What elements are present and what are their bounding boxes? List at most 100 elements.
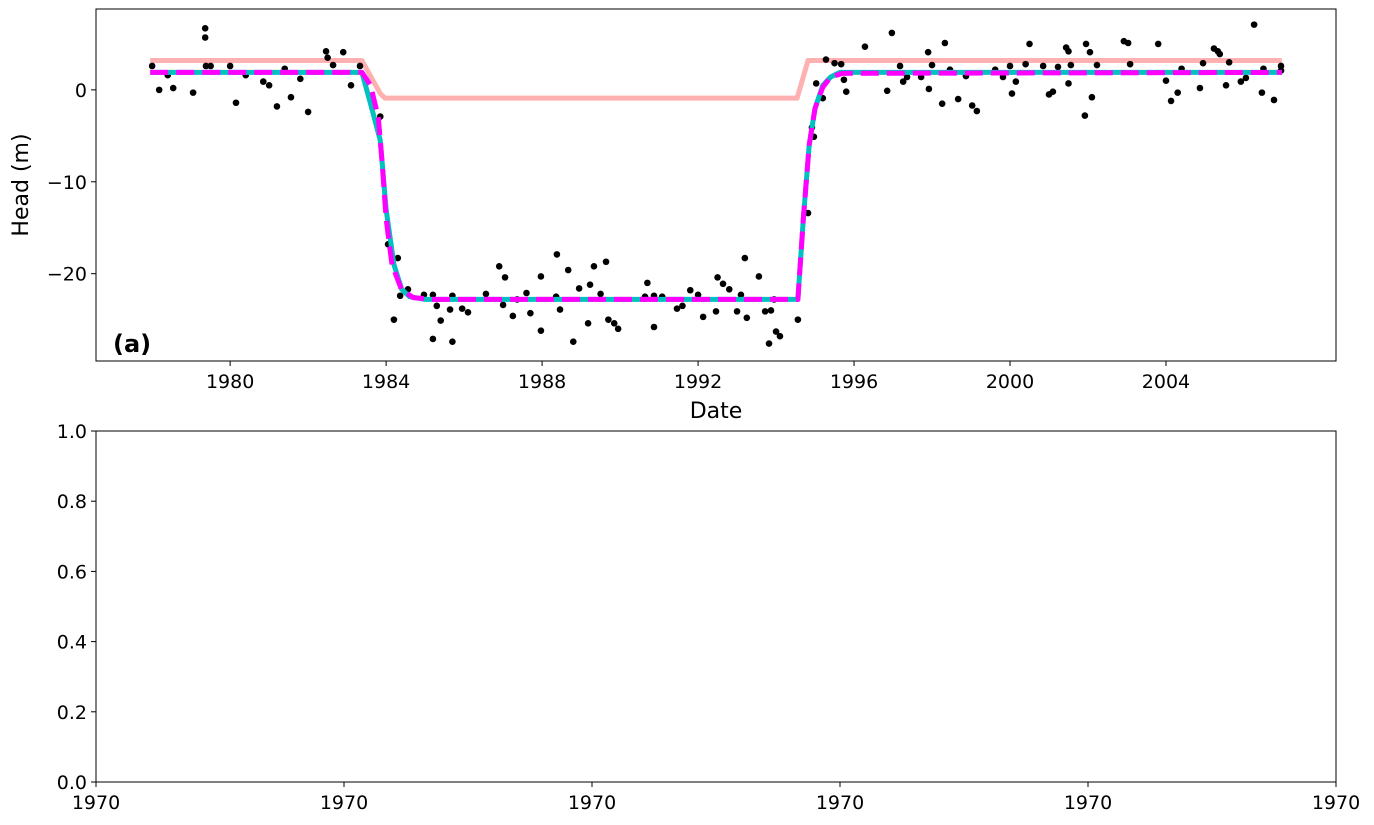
data-point <box>941 39 949 47</box>
data-point <box>347 81 355 89</box>
x-tick-label: 2000 <box>986 371 1034 393</box>
data-point <box>1154 40 1162 48</box>
data-point <box>429 291 437 299</box>
data-point <box>499 301 507 309</box>
data-point <box>1012 78 1020 85</box>
data-point <box>446 306 454 313</box>
data-point <box>861 43 869 50</box>
data-point <box>794 316 802 323</box>
data-point <box>226 62 234 70</box>
data-point <box>719 280 727 288</box>
data-point <box>232 99 240 107</box>
data-point <box>1237 78 1245 85</box>
data-point <box>694 291 702 299</box>
y-tick-label: −10 <box>47 172 87 194</box>
data-point <box>1088 93 1096 101</box>
data-point <box>899 78 907 85</box>
data-point <box>842 88 850 96</box>
data-point <box>737 291 745 299</box>
data-point <box>390 316 398 323</box>
data-point <box>429 335 437 343</box>
data-point <box>148 62 156 70</box>
data-point <box>1081 112 1089 119</box>
data-point <box>322 47 330 55</box>
data-point <box>1277 62 1285 70</box>
data-point <box>1167 97 1175 105</box>
y-tick-label: 0.2 <box>57 702 87 724</box>
data-point <box>586 281 594 289</box>
data-point <box>482 290 490 298</box>
data-point <box>1199 59 1207 67</box>
data-point <box>259 78 267 85</box>
y-tick-label: 0.4 <box>57 632 87 654</box>
data-point <box>495 263 503 270</box>
data-point <box>714 274 721 281</box>
data-point <box>201 25 209 32</box>
x-tick-label: 1970 <box>1064 792 1112 814</box>
axes-frame <box>95 430 1337 783</box>
data-point <box>733 308 741 315</box>
axes-frame <box>95 8 1337 362</box>
data-point <box>1065 47 1072 55</box>
data-point <box>575 285 583 292</box>
data-point <box>686 286 694 294</box>
data-point <box>755 273 763 280</box>
data-point <box>888 29 896 37</box>
y-tick-label: 0.0 <box>57 772 87 794</box>
data-point <box>1196 84 1204 92</box>
data-point <box>569 338 577 345</box>
y-axis-label: Head (m) <box>9 133 34 236</box>
data-point <box>464 308 472 316</box>
data-point <box>564 266 572 274</box>
data-point <box>1022 60 1029 68</box>
y-tick-label: −20 <box>47 264 87 286</box>
series-line <box>150 69 1282 302</box>
data-point <box>765 340 773 347</box>
x-tick-label: 2004 <box>1142 371 1190 393</box>
data-point <box>324 54 331 62</box>
data-point <box>339 48 347 56</box>
data-point <box>537 273 545 280</box>
y-tick-label: 0.6 <box>57 561 87 583</box>
data-point <box>644 279 651 287</box>
data-point <box>1222 81 1230 89</box>
data-point <box>925 85 933 93</box>
data-point <box>1065 80 1072 87</box>
data-point <box>437 317 445 324</box>
data-point <box>1006 62 1014 70</box>
data-point <box>396 292 404 300</box>
data-point <box>433 302 441 310</box>
y-tick-label: 0 <box>75 80 87 102</box>
data-point <box>1216 50 1224 58</box>
data-point <box>273 103 281 110</box>
data-point <box>673 305 681 312</box>
data-point <box>883 87 891 95</box>
x-tick-label: 1988 <box>518 371 566 393</box>
plot-area <box>148 21 1285 347</box>
data-point <box>556 306 564 313</box>
data-point <box>553 251 561 258</box>
data-point <box>297 75 304 83</box>
data-point <box>1174 89 1181 96</box>
x-tick-label: 1980 <box>206 371 254 393</box>
data-point <box>1242 74 1250 82</box>
data-point <box>679 302 686 310</box>
data-point <box>1225 59 1233 66</box>
data-point <box>584 320 592 327</box>
data-point <box>394 254 402 262</box>
data-point <box>501 274 509 281</box>
x-tick-label: 1984 <box>362 371 410 393</box>
data-point <box>449 338 456 345</box>
data-point <box>743 314 751 322</box>
data-point <box>1126 60 1134 68</box>
x-tick-label: 1970 <box>816 792 864 814</box>
series-line <box>150 69 1282 302</box>
x-axis-label: Date <box>690 399 743 424</box>
data-point <box>831 59 838 67</box>
data-point <box>1250 21 1258 28</box>
data-point <box>924 48 932 56</box>
data-point <box>523 289 530 297</box>
x-tick-label: 1970 <box>320 792 368 814</box>
data-point <box>1270 96 1278 104</box>
data-point <box>699 313 707 321</box>
